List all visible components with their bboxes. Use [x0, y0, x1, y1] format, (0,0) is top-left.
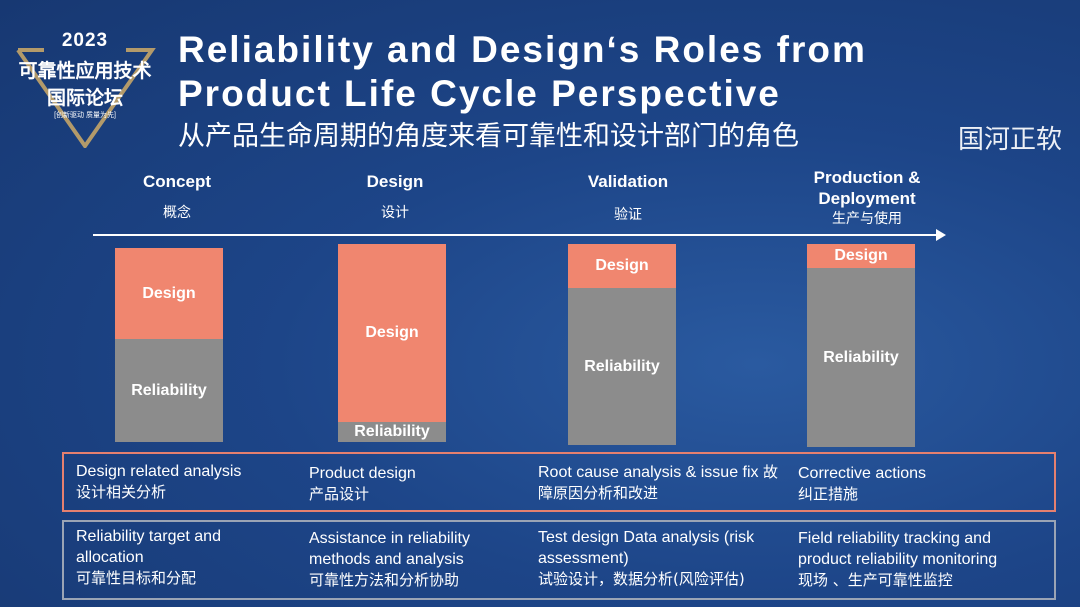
- reliability-segment: Reliability: [807, 268, 915, 447]
- design-segment: Design: [807, 244, 915, 269]
- reliability-segment: Reliability: [568, 288, 676, 445]
- reliability-activity: Reliability target and allocation 可靠性目标和分…: [76, 528, 221, 587]
- phase-design: Design 设计: [366, 172, 424, 221]
- phase-concept: Concept 概念: [143, 172, 211, 221]
- reliability-activity: Assistance in reliability methods and an…: [309, 530, 470, 589]
- slide-subtitle: 从产品生命周期的角度来看可靠性和设计部门的角色: [178, 121, 799, 152]
- reliability-activity: Field reliability tracking and product r…: [798, 530, 998, 589]
- logo-text: 2023 可靠性应用技术 国际论坛 [创新驱动 质量为先]: [18, 30, 152, 119]
- reliability-activities-box: [62, 520, 1056, 600]
- reliability-activity: Test design Data analysis (risk assessme…: [538, 529, 755, 588]
- design-segment: Design: [115, 248, 223, 340]
- forum-logo: [16, 48, 156, 148]
- stacked-bar: Design Reliability: [807, 244, 915, 447]
- slide-title: Reliability and Design‘s Roles from Produ…: [178, 29, 867, 114]
- design-activity: Corrective actions 纠正措施: [798, 465, 927, 503]
- design-activity: Design related analysis 设计相关分析: [76, 463, 242, 501]
- reliability-segment: Reliability: [115, 339, 223, 442]
- design-segment: Design: [568, 244, 676, 289]
- stacked-bar: Design Reliability: [338, 244, 446, 442]
- design-activities-box: [62, 452, 1056, 512]
- watermark: 国河正软: [957, 125, 1062, 155]
- phase-validation: Validation 验证: [587, 172, 669, 223]
- stacked-bar: Design Reliability: [568, 244, 676, 445]
- design-activity: Product design 产品设计: [309, 465, 416, 503]
- design-activity: Root cause analysis & issue fix 故障原因分析和改…: [538, 463, 779, 502]
- reliability-segment: Reliability: [338, 422, 446, 442]
- stacked-bar: Design Reliability: [115, 248, 223, 442]
- timeline-arrow: [93, 234, 938, 236]
- phase-production: Production & Deployment 生产与使用: [813, 168, 921, 227]
- design-segment: Design: [338, 244, 446, 423]
- arrowhead-icon: [936, 229, 946, 241]
